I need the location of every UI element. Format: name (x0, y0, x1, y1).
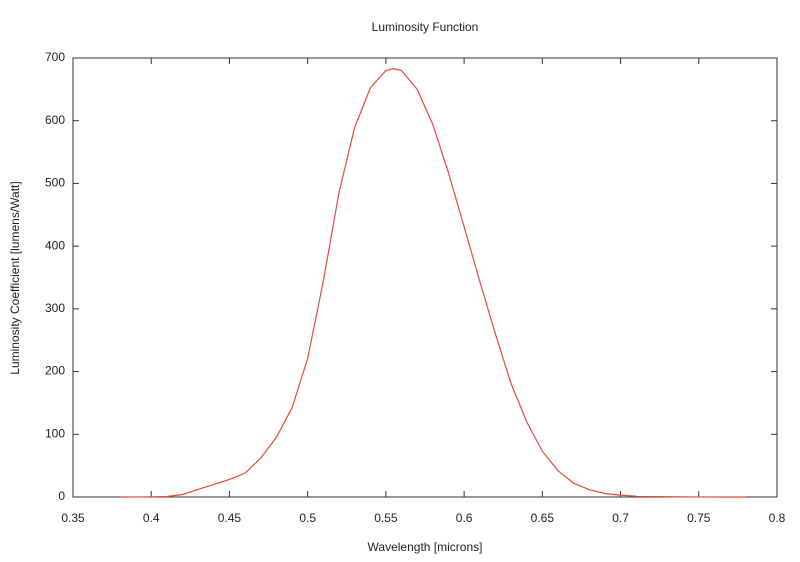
x-tick-label: 0.5 (299, 511, 316, 525)
x-tick-label: 0.65 (531, 511, 555, 525)
x-tick-label: 0.35 (61, 511, 85, 525)
x-tick-label: 0.7 (612, 511, 629, 525)
plot-frame (72, 57, 778, 498)
y-tick-label: 200 (45, 364, 65, 378)
x-tick-label: 0.75 (687, 511, 711, 525)
y-tick-label: 600 (45, 113, 65, 127)
y-tick-label: 500 (45, 176, 65, 190)
x-tick-label: 0.45 (218, 511, 242, 525)
data-line (119, 68, 746, 498)
x-tick-label: 0.55 (374, 511, 398, 525)
x-axis-label: Wavelength [microns] (368, 540, 483, 554)
x-tick-label: 0.6 (456, 511, 473, 525)
x-tick-label: 0.8 (769, 511, 786, 525)
chart-title: Luminosity Function (372, 20, 479, 34)
y-tick-label: 0 (58, 489, 65, 503)
y-tick-label: 100 (45, 426, 65, 440)
y-tick-label: 300 (45, 301, 65, 315)
x-tick-label: 0.4 (143, 511, 160, 525)
y-tick-label: 400 (45, 238, 65, 252)
y-axis-label: Luminosity Coefficient [lumens/Watt] (8, 181, 22, 374)
y-tick-label: 700 (45, 50, 65, 64)
